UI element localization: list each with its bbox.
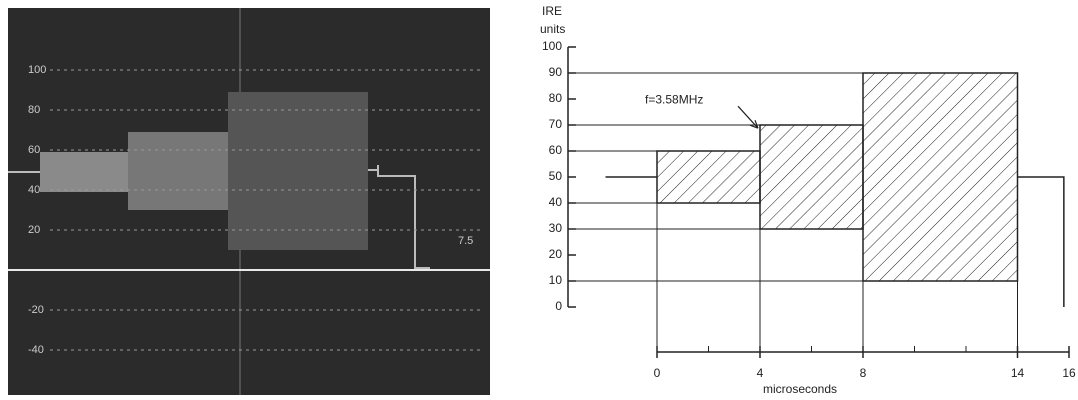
x-tick-label: 14 <box>1011 366 1025 380</box>
trace <box>8 165 430 269</box>
y-tick-label: -40 <box>28 344 44 356</box>
annotation: f=3.58MHz <box>645 92 703 106</box>
burst <box>128 132 228 210</box>
y-tick-label: 80 <box>28 104 40 116</box>
x-tick-label: 16 <box>1062 366 1076 380</box>
y-tick-label: 30 <box>549 221 563 235</box>
y-tick-label: 60 <box>549 143 563 157</box>
x-tick-label: 8 <box>860 366 867 380</box>
y-tick-label: 60 <box>28 144 40 156</box>
waveform <box>8 92 430 269</box>
y-axis-title: units <box>540 22 565 36</box>
annotation-arrow <box>737 105 759 129</box>
scope-photo: 7.5 100 80 60 40 20 -20 -40 <box>8 8 490 395</box>
y-tick-label: 40 <box>549 195 563 209</box>
y-axis-title: IRE <box>542 4 562 18</box>
y-tick-label: 70 <box>549 117 563 131</box>
x-tick-label: 4 <box>757 366 764 380</box>
y-tick-label: 100 <box>28 64 46 76</box>
x-tick-label: 0 <box>654 366 661 380</box>
burst-packet <box>759 124 864 230</box>
signal-diagram: IRE units microseconds <box>540 4 837 396</box>
y-tick-label: 0 <box>555 299 562 313</box>
y-tick-label: 90 <box>549 65 563 79</box>
y-tick-label: 80 <box>549 91 563 105</box>
y-tick-label: 20 <box>28 224 40 236</box>
y-tick-label: 50 <box>549 169 563 183</box>
y-tick-label: 20 <box>549 247 563 261</box>
y-tick-label: 10 <box>549 273 563 287</box>
y-tick-label: 40 <box>28 184 40 196</box>
annotation: 7.5 <box>458 235 473 247</box>
burst <box>228 92 368 250</box>
burst-packet <box>862 72 1019 282</box>
x-axis-title: microseconds <box>763 382 837 396</box>
y-tick-label: 100 <box>542 39 562 53</box>
burst-packet <box>656 150 761 204</box>
signal-line <box>1017 176 1065 307</box>
y-tick-label: -20 <box>28 304 44 316</box>
burst <box>40 152 128 192</box>
